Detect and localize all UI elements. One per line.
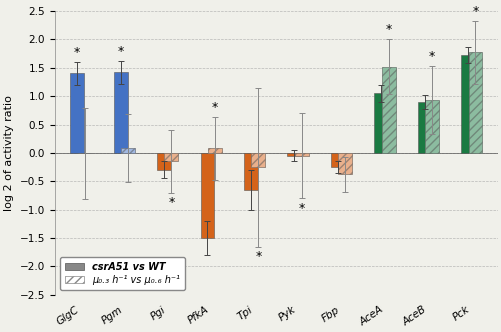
Text: *: *: [471, 5, 477, 18]
Bar: [251, 153, 265, 167]
Text: *: *: [117, 44, 124, 57]
Bar: [121, 148, 135, 153]
Legend: csrA51 vs WT, μ₀.₃ h⁻¹ vs μ₀.₆ h⁻¹: csrA51 vs WT, μ₀.₃ h⁻¹ vs μ₀.₆ h⁻¹: [60, 257, 184, 290]
Text: *: *: [255, 250, 261, 263]
Bar: [460, 55, 474, 153]
Text: *: *: [385, 23, 391, 36]
Bar: [338, 153, 351, 175]
Bar: [243, 153, 258, 190]
Bar: [164, 153, 178, 161]
Bar: [207, 148, 221, 153]
Bar: [113, 72, 127, 153]
Y-axis label: log 2 of activity ratio: log 2 of activity ratio: [4, 95, 14, 211]
Bar: [338, 153, 351, 175]
Bar: [164, 153, 178, 161]
Bar: [200, 153, 214, 238]
Bar: [294, 153, 308, 156]
Bar: [467, 52, 481, 153]
Text: *: *: [298, 202, 304, 215]
Bar: [207, 148, 221, 153]
Bar: [330, 153, 344, 167]
Text: *: *: [74, 46, 80, 59]
Bar: [157, 153, 171, 170]
Bar: [424, 100, 438, 153]
Text: *: *: [428, 50, 434, 63]
Bar: [287, 153, 301, 156]
Bar: [417, 102, 431, 153]
Bar: [121, 148, 135, 153]
Text: *: *: [168, 196, 174, 209]
Bar: [381, 67, 395, 153]
Bar: [467, 52, 481, 153]
Text: *: *: [211, 101, 217, 114]
Bar: [70, 73, 84, 153]
Bar: [424, 100, 438, 153]
Bar: [374, 93, 387, 153]
Bar: [251, 153, 265, 167]
Bar: [294, 153, 308, 156]
Bar: [381, 67, 395, 153]
